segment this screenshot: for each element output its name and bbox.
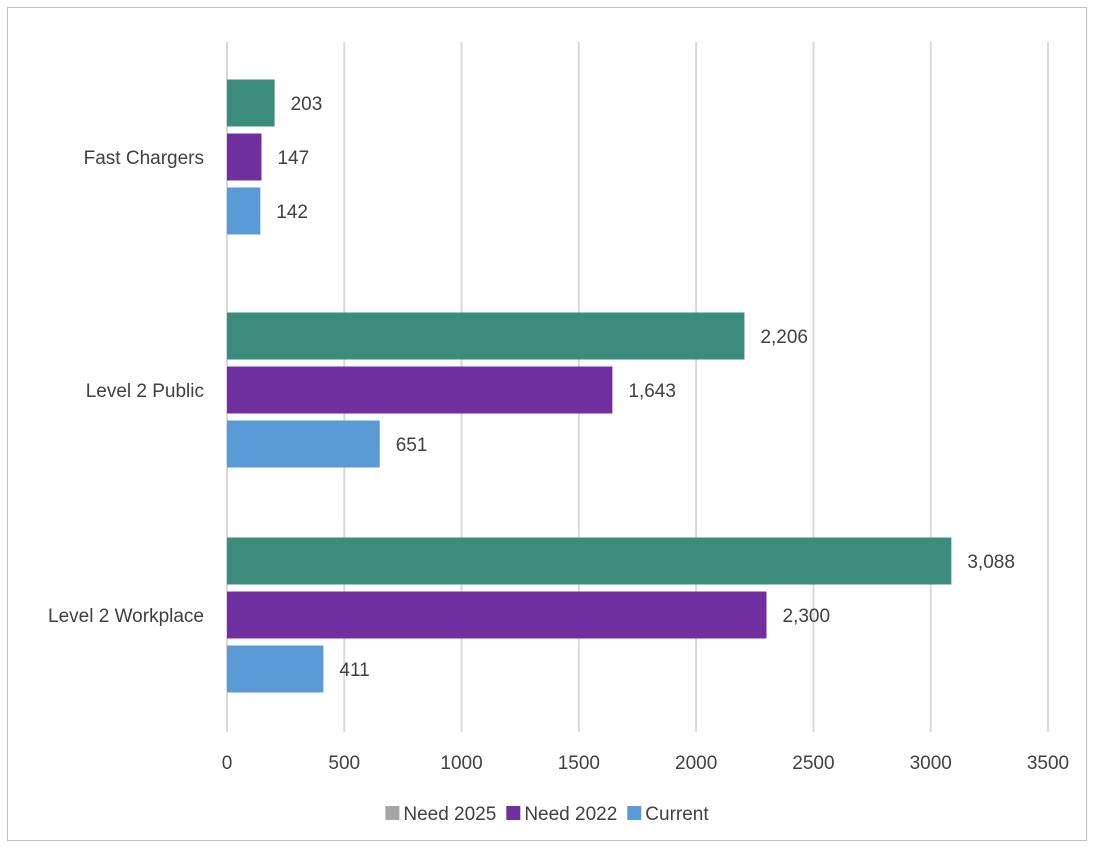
axis: 0 500 1000 1500 2000 2500 3000 3500 Fast Charger… bbox=[48, 148, 1069, 774]
bar-need-2025 bbox=[227, 312, 745, 360]
data-label: 411 bbox=[339, 660, 369, 681]
data-label: 651 bbox=[396, 435, 428, 456]
data-label: 1,643 bbox=[628, 381, 676, 402]
legend: Need 2025 Need 2022 Current bbox=[385, 804, 709, 825]
legend-label: Need 2022 bbox=[524, 804, 617, 825]
data-label: 2,206 bbox=[760, 327, 808, 348]
bar-need-2022 bbox=[227, 591, 767, 639]
x-tick-label: 1000 bbox=[440, 753, 482, 774]
bars bbox=[227, 79, 952, 693]
legend-swatch bbox=[506, 806, 521, 820]
x-tick-label: 500 bbox=[328, 753, 360, 774]
x-tick-label: 2500 bbox=[792, 753, 834, 774]
data-labels: 203 147 142 2,206 1,643 651 3,088 2,300 411 bbox=[276, 94, 1015, 681]
bar-current bbox=[227, 187, 261, 235]
x-tick-label: 3000 bbox=[910, 753, 952, 774]
data-label: 3,088 bbox=[967, 552, 1015, 573]
data-label: 142 bbox=[276, 202, 308, 223]
data-label: 203 bbox=[291, 94, 323, 115]
bar-need-2025 bbox=[227, 537, 952, 585]
legend-swatch bbox=[385, 806, 400, 820]
x-tick-label: 1500 bbox=[558, 753, 600, 774]
x-tick-label: 2000 bbox=[675, 753, 717, 774]
data-label: 147 bbox=[277, 148, 309, 169]
category-label: Level 2 Public bbox=[86, 381, 204, 402]
bar-need-2025 bbox=[227, 79, 275, 127]
legend-swatch bbox=[627, 806, 642, 820]
bar-need-2022 bbox=[227, 366, 613, 414]
data-label: 2,300 bbox=[783, 606, 831, 627]
bar-need-2022 bbox=[227, 133, 262, 181]
bar-current bbox=[227, 645, 324, 693]
x-tick-label: 3500 bbox=[1027, 753, 1069, 774]
category-label: Fast Chargers bbox=[84, 148, 204, 169]
legend-item: Need 2025 bbox=[385, 804, 496, 825]
x-tick-label: 0 bbox=[222, 753, 233, 774]
legend-item: Need 2022 bbox=[506, 804, 617, 825]
legend-label: Need 2025 bbox=[403, 804, 496, 825]
chart-frame bbox=[7, 7, 1087, 841]
bar-current bbox=[227, 420, 380, 468]
legend-item: Current bbox=[627, 804, 709, 825]
legend-label: Current bbox=[645, 804, 709, 825]
category-label: Level 2 Workplace bbox=[48, 606, 204, 627]
